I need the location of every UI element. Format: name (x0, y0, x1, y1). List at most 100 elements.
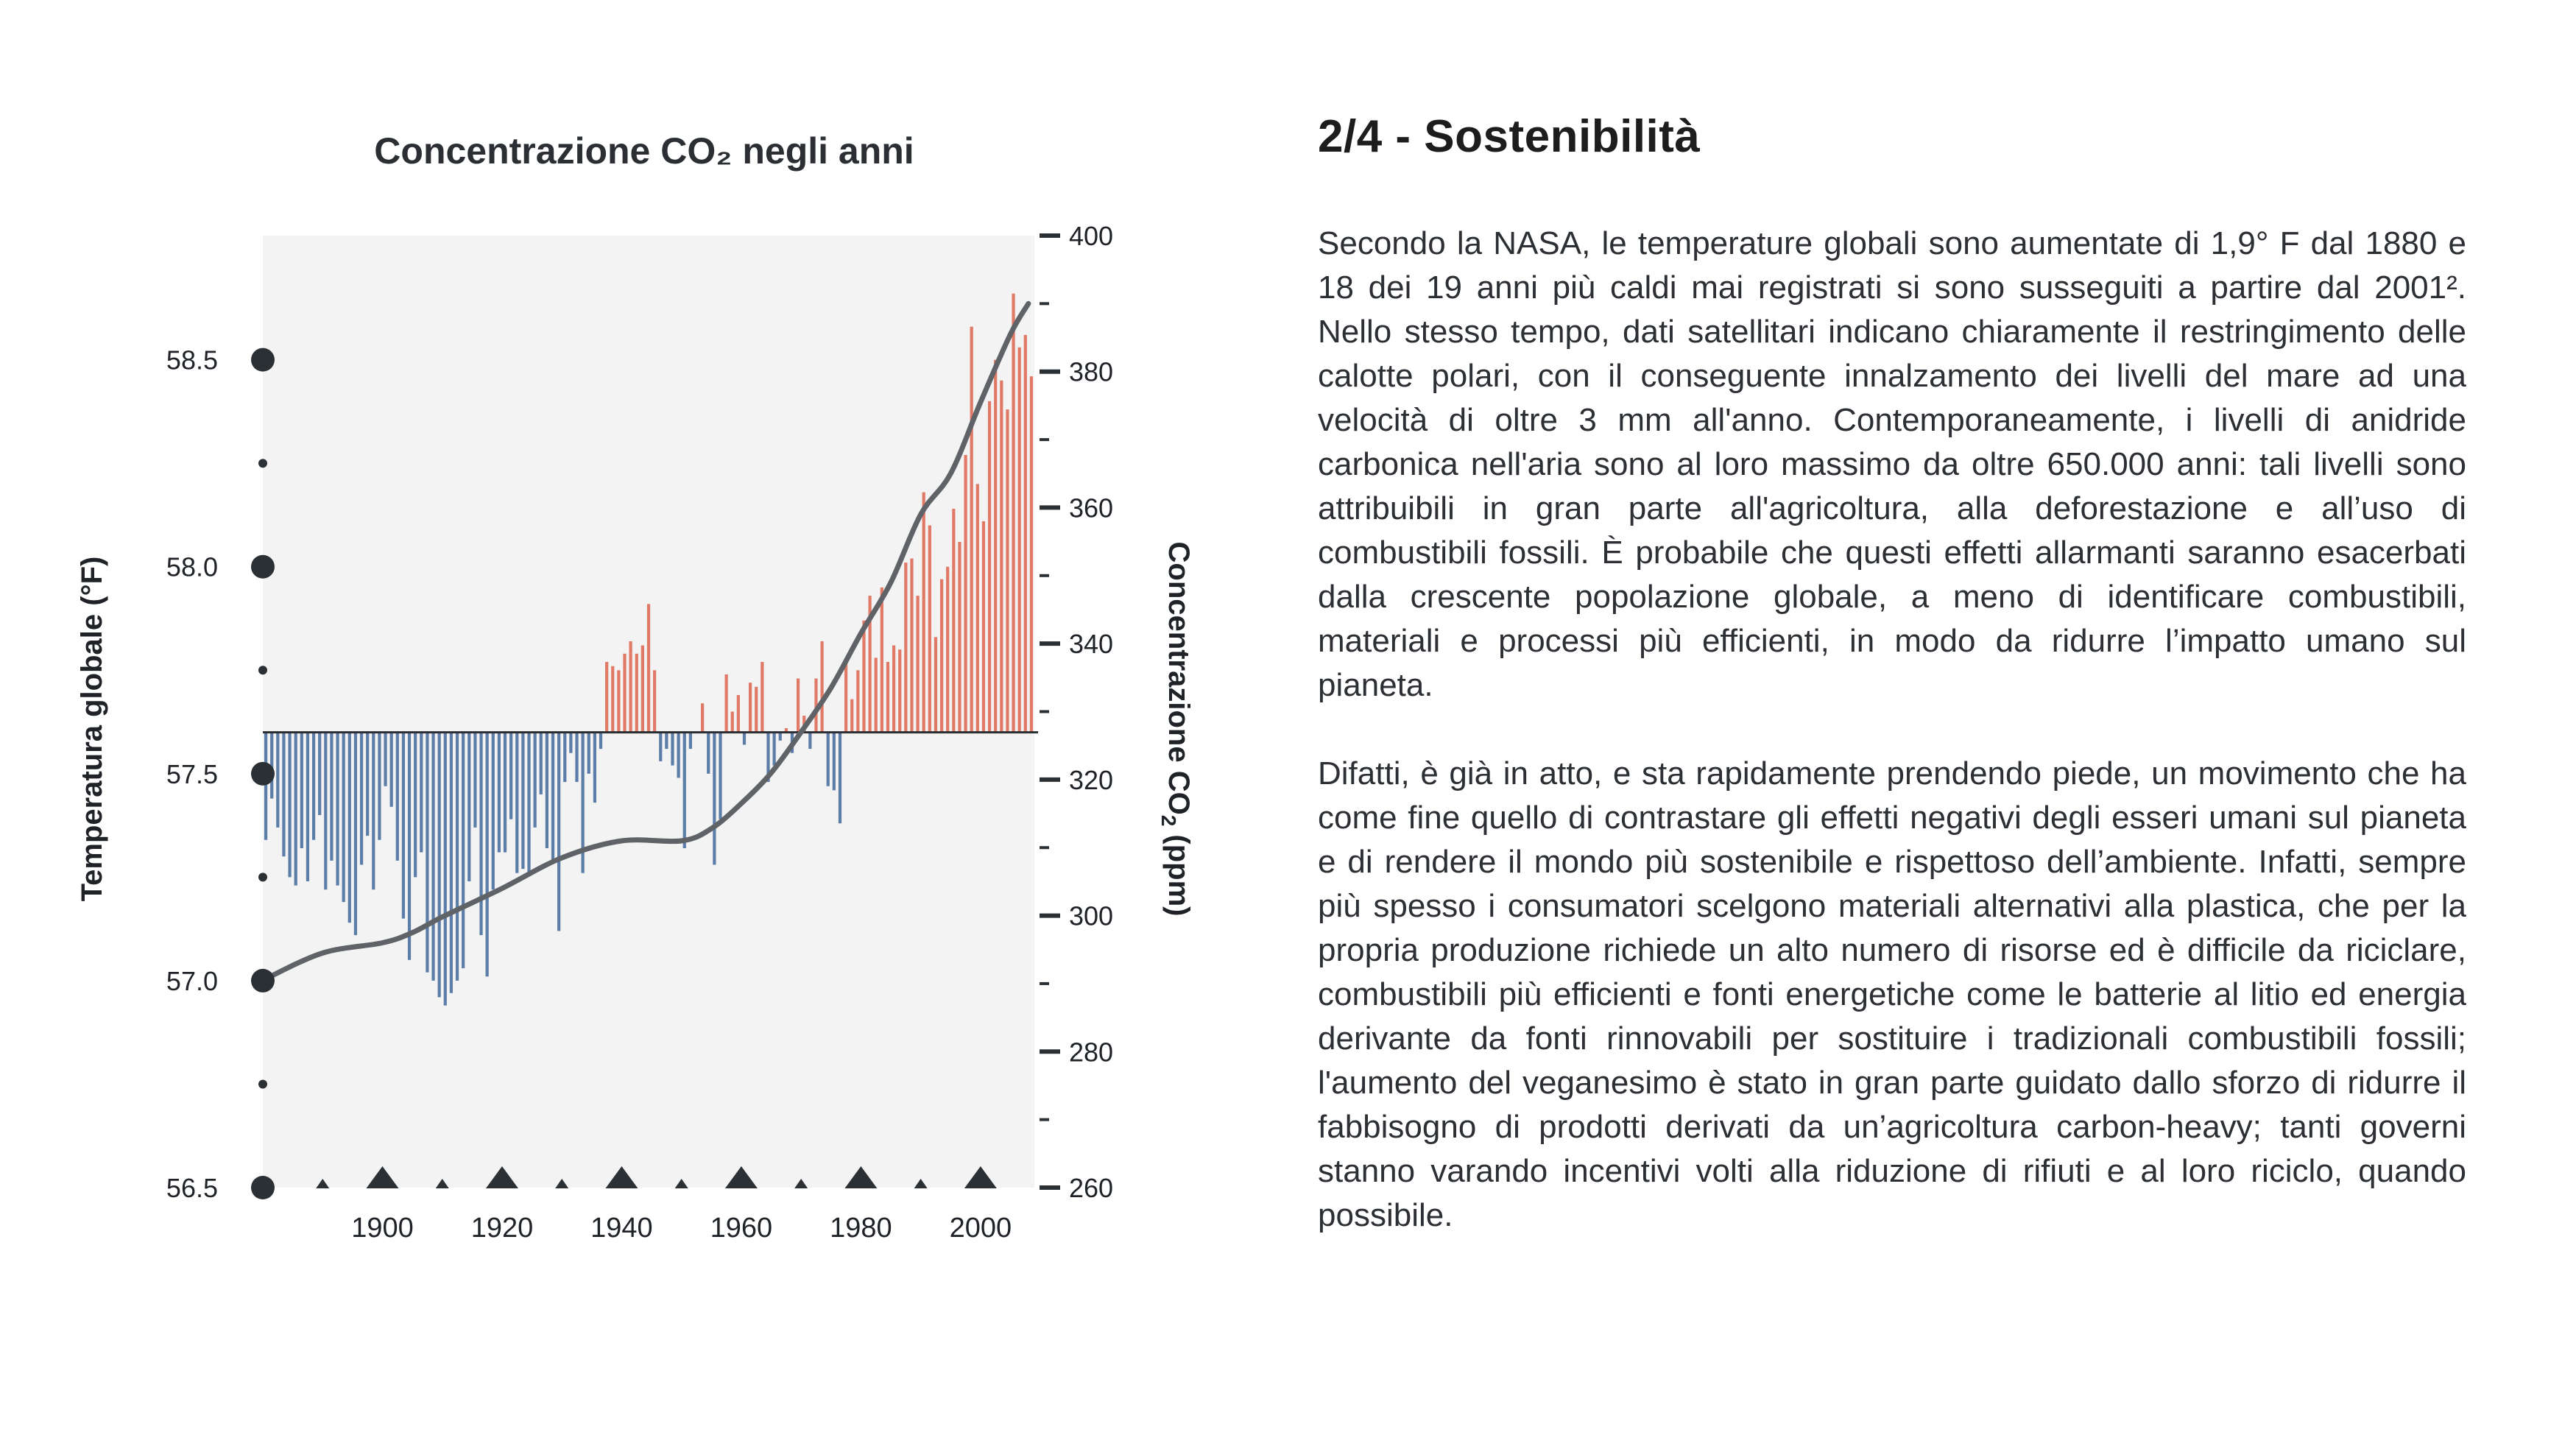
x-axis-years: 1900 1920 1940 1960 1980 2000 (316, 1166, 1012, 1244)
temperature-bar (850, 699, 854, 733)
temperature-bar (420, 732, 423, 853)
temperature-bar (473, 732, 477, 828)
temperature-bar (892, 645, 896, 733)
temperature-bar (975, 484, 979, 733)
x-axis-tick-label: 1920 (471, 1213, 534, 1244)
temperature-bar (569, 732, 573, 753)
temperature-bar (545, 732, 549, 849)
temperature-bar (970, 326, 973, 733)
temperature-bar (533, 732, 537, 828)
x-axis-minor-triangle (674, 1179, 688, 1188)
x-axis-major-triangle (485, 1166, 518, 1188)
temperature-bar (414, 732, 417, 878)
temperature-bar (300, 732, 303, 849)
temperature-bar (557, 732, 561, 931)
x-axis-minor-triangle (435, 1179, 449, 1188)
right-axis-tick-label: 360 (1069, 493, 1113, 523)
temperature-bar (713, 732, 716, 865)
x-axis-major-triangle (605, 1166, 638, 1188)
temperature-bar (347, 732, 351, 923)
temperature-bar (1000, 380, 1003, 733)
left-axis-minor-dot (258, 459, 267, 468)
temperature-bar (294, 732, 297, 886)
temperature-bar (934, 637, 938, 733)
decade-band (382, 236, 502, 1188)
temperature-bar (306, 732, 310, 881)
temperature-bar (593, 732, 596, 803)
temperature-bar (1006, 409, 1009, 733)
temperature-bar (318, 732, 322, 816)
temperature-bar (677, 732, 680, 778)
temperature-bar (407, 732, 412, 960)
temperature-bar (671, 732, 674, 766)
temperature-bar (772, 732, 776, 766)
temperature-bar (563, 732, 567, 783)
temperature-bar (491, 732, 495, 890)
temperature-bar (646, 604, 651, 733)
temperature-bar (826, 732, 830, 786)
right-axis-tick-label: 340 (1069, 629, 1113, 659)
temperature-bar (282, 732, 286, 857)
temperature-bar (856, 670, 860, 733)
co2-temperature-chart: Concentrazione CO₂ negli anni 56.5 57.0 57… (76, 130, 1195, 1244)
temperature-bar (629, 641, 632, 733)
temperature-bar (922, 492, 925, 733)
temperature-bar (761, 662, 764, 733)
decade-band (741, 236, 861, 1188)
temperature-bar (437, 732, 441, 998)
left-axis-major-dot (251, 761, 275, 786)
x-axis-tick-label: 1960 (710, 1213, 773, 1244)
temperature-bar (838, 732, 842, 824)
temperature-bar (719, 732, 722, 819)
temperature-bar (653, 670, 657, 733)
temperature-bar (455, 732, 459, 981)
temperature-bar (665, 732, 668, 750)
temperature-bar (1012, 293, 1015, 733)
chart-title: Concentrazione CO₂ negli anni (374, 130, 914, 172)
temperature-bar (808, 732, 812, 750)
temperature-bar (605, 662, 609, 733)
left-axis-tick-label: 58.5 (166, 345, 218, 376)
temperature-bar (581, 732, 585, 873)
right-axis-tick-label: 260 (1069, 1173, 1113, 1203)
temperature-bar (575, 732, 579, 783)
temperature-bar (724, 674, 728, 733)
article-heading: 2/4 - Sostenibilità (1318, 111, 1701, 162)
x-axis-tick-label: 1980 (830, 1213, 892, 1244)
left-axis-temperature: 56.5 57.0 57.5 58.0 58.5 (166, 345, 275, 1203)
y-axis-label-right-unit: (ppm) (1162, 826, 1195, 916)
temperature-bar (623, 653, 627, 733)
temperature-bar (395, 732, 399, 861)
x-axis-major-triangle (964, 1166, 997, 1188)
temperature-bar (755, 686, 758, 733)
temperature-bar (443, 732, 447, 1006)
temperature-bar (784, 727, 788, 733)
right-axis-co2: 260 280 300 320 340 360 380 400 (1040, 221, 1113, 1203)
temperature-bar (1029, 376, 1034, 733)
temperature-bar (707, 732, 710, 774)
x-axis-tick-label: 1900 (351, 1213, 414, 1244)
temperature-bar (939, 579, 944, 733)
temperature-bar (276, 732, 280, 828)
temperature-bar (617, 670, 621, 733)
decade-band (263, 236, 383, 1188)
article-paragraph-1: Secondo la NASA, le temperature globali … (1318, 225, 2466, 703)
temperature-bar (886, 662, 890, 733)
temperature-bar (372, 732, 375, 890)
temperature-bar (987, 401, 992, 733)
temperature-bar (342, 732, 345, 903)
temperature-bar (485, 732, 489, 977)
left-axis-minor-dot (258, 872, 267, 882)
temperature-bar (384, 732, 387, 786)
temperature-bar (497, 732, 501, 853)
temperature-bar (928, 525, 931, 733)
x-axis-minor-triangle (914, 1179, 928, 1188)
temperature-bar (264, 732, 268, 840)
x-axis-minor-triangle (555, 1179, 569, 1188)
decade-band (621, 236, 741, 1188)
temperature-bar (880, 587, 883, 733)
left-axis-major-dot (251, 348, 275, 372)
temperature-bar (635, 653, 638, 733)
right-axis-tick-label: 280 (1069, 1037, 1113, 1067)
x-axis-tick-label: 2000 (950, 1213, 1012, 1244)
